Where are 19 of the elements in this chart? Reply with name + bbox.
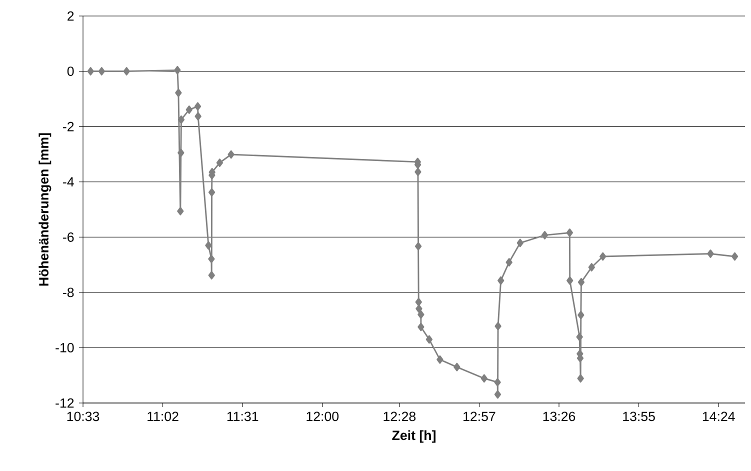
x-tick-label: 10:33 [67,412,100,422]
x-tick-label: 12:28 [384,412,416,422]
x-tick-label: 14:24 [702,412,735,422]
y-tick-label: -4 [63,177,74,186]
y-tick-label: 2 [68,11,74,21]
y-tick-label: -2 [63,122,74,132]
x-tick-label: 12:57 [464,412,496,422]
x-tick-label: 11:31 [227,412,258,422]
x-tick-label: 12:00 [306,412,339,422]
y-tick-label: -8 [63,288,74,298]
x-tick-label: 13:55 [623,412,655,422]
y-tick-label: -6 [63,232,74,242]
y-tick-label: 0 [67,66,74,76]
x-tick-label: 11:02 [148,412,178,422]
y-axis-title: Höhenänderungen [mm] [38,133,52,286]
x-axis-title: Zeit [h] [392,430,436,443]
x-tick-label: 13:26 [543,412,576,422]
y-tick-label: -12 [56,398,74,408]
y-tick-label: -10 [56,342,74,352]
